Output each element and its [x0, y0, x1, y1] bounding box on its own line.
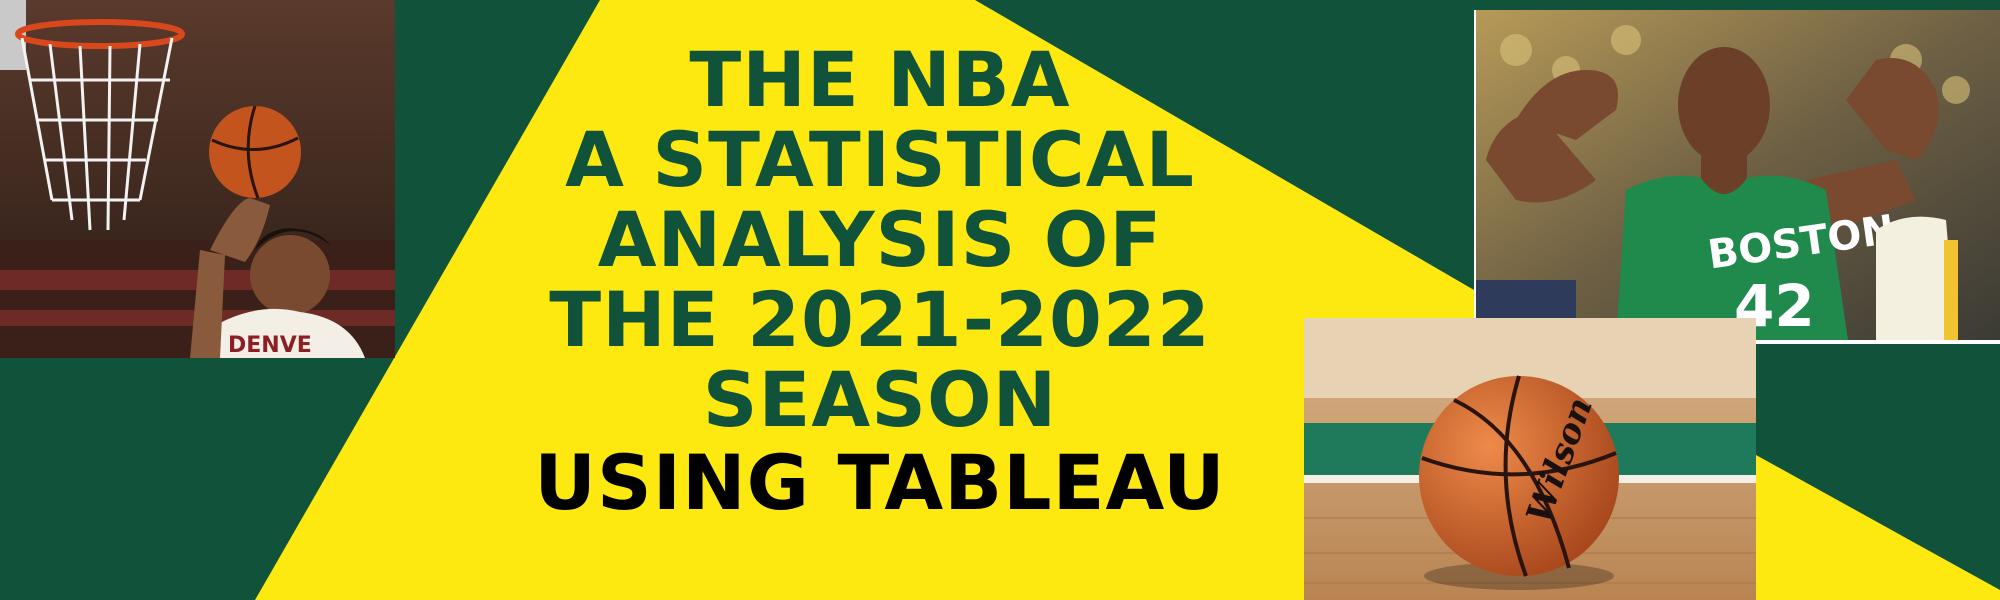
yellow-triangle-shape	[255, 0, 1474, 600]
boston-player-icon: BOSTON 42	[1476, 10, 2000, 340]
dunk-jersey-text: DENVE	[228, 333, 312, 358]
title-line-2: A STATISTICAL	[565, 115, 1195, 204]
title-line-4: THE 2021-2022	[549, 275, 1211, 364]
ball-photo: Wilson	[1304, 318, 1756, 600]
title-line-1: THE NBA	[689, 35, 1071, 124]
player-photo: BOSTON 42	[1474, 10, 2000, 344]
title-line-5: SEASON	[702, 355, 1058, 444]
dunk-photo: DENVE	[0, 0, 395, 358]
title-line-3: ANALYSIS OF	[597, 195, 1163, 284]
basketball-dunk-icon: DENVE	[0, 0, 395, 358]
yellow-corner-shape	[1756, 455, 2000, 600]
title-block: THE NBA A STATISTICAL ANALYSIS OF THE 20…	[420, 40, 1340, 526]
basketball-on-court-icon: Wilson	[1304, 318, 1756, 600]
subtitle: USING TABLEAU	[534, 438, 1226, 527]
